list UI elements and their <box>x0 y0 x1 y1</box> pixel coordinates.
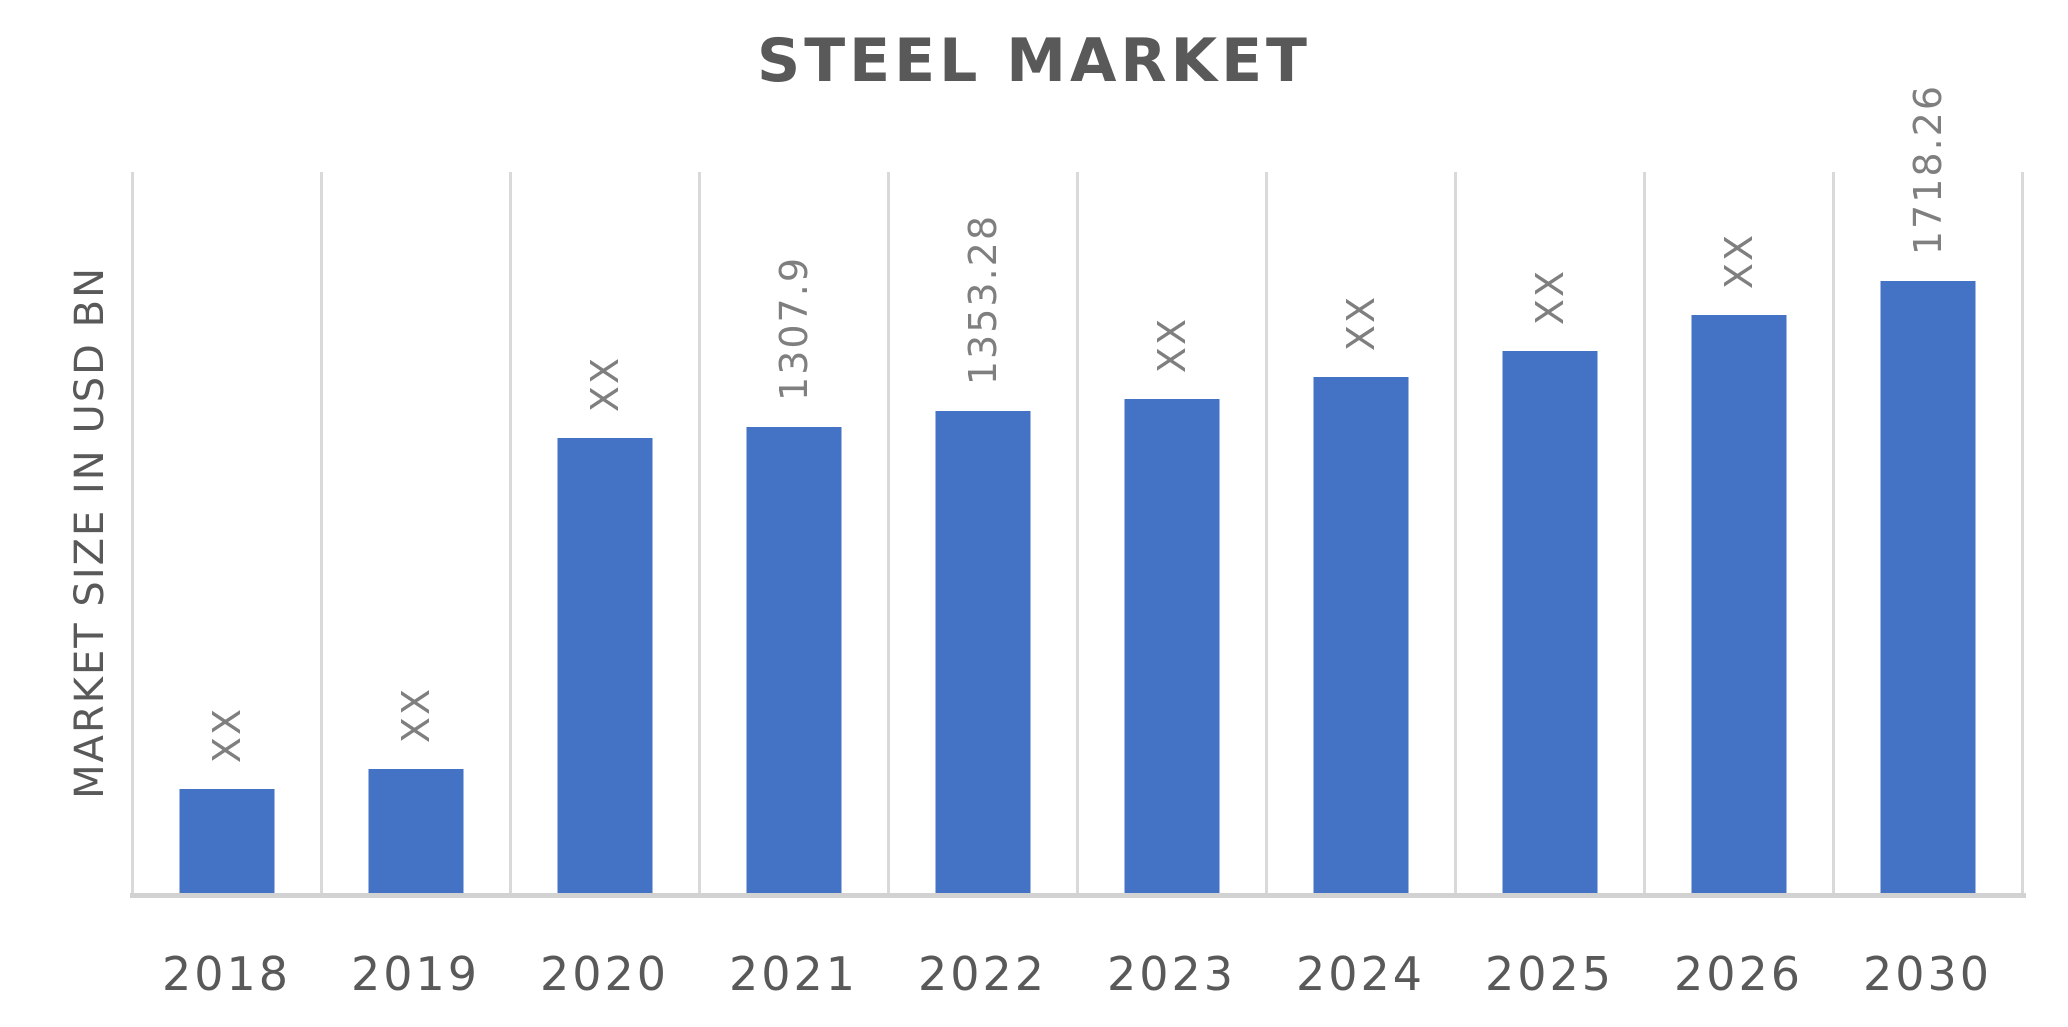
x-axis-tick-labels: 2018 2019 2020 2021 2022 2023 2024 2025 2026 2030 <box>132 938 2022 1010</box>
bar-label-container-2030: 1718.26 <box>1833 84 2022 255</box>
bar-2020 <box>557 438 652 893</box>
plot-area: XX XX XX 1307.9 1353.28 XX XX XX XX 1718.26 <box>130 84 2026 898</box>
gridline <box>130 172 134 893</box>
chart-title: STEEL MARKET <box>757 26 1311 96</box>
bar-value-label-2019: XX <box>393 687 438 744</box>
category-column-2024: XX <box>1266 172 1455 893</box>
bar-label-container-2019: XX <box>321 687 510 743</box>
gridline <box>1642 172 1646 893</box>
bar-value-label-2022: 1353.28 <box>960 214 1005 386</box>
bar-value-label-2023: XX <box>1149 317 1194 374</box>
category-column-2030: 1718.26 <box>1833 84 2022 893</box>
bar-2023 <box>1124 399 1219 893</box>
x-tick-2026: 2026 <box>1673 947 1804 1001</box>
x-tick-2024: 2024 <box>1295 947 1426 1001</box>
x-tick-2025: 2025 <box>1484 947 1615 1001</box>
x-tick-2030: 2030 <box>1862 947 1993 1001</box>
x-tick-2021: 2021 <box>728 947 859 1001</box>
gridline <box>1264 172 1268 893</box>
bar-2021 <box>746 427 841 893</box>
bar-2019 <box>368 769 463 893</box>
bar-2026 <box>1691 315 1786 893</box>
x-tick-2018: 2018 <box>161 947 292 1001</box>
bar-2024 <box>1313 377 1408 893</box>
x-axis-line <box>130 893 2026 898</box>
gridline <box>1075 172 1079 893</box>
bar-label-container-2021: 1307.9 <box>699 256 888 401</box>
x-tick-2019: 2019 <box>350 947 481 1001</box>
gridline <box>319 172 323 893</box>
gridline <box>508 172 512 893</box>
category-column-2021: 1307.9 <box>699 172 888 893</box>
gridline <box>1831 172 1835 893</box>
bar-value-label-2021: 1307.9 <box>771 256 816 402</box>
bar-label-container-2024: XX <box>1266 295 1455 351</box>
bar-label-container-2018: XX <box>132 707 321 763</box>
bar-label-container-2020: XX <box>510 356 699 412</box>
y-axis-title: MARKET SIZE IN USD BN <box>67 266 113 799</box>
bar-label-container-2025: XX <box>1455 269 1644 325</box>
bar-value-label-2018: XX <box>204 706 249 763</box>
category-column-2025: XX <box>1455 172 1644 893</box>
bar-label-container-2022: 1353.28 <box>888 214 1077 385</box>
x-tick-2023: 2023 <box>1106 947 1237 1001</box>
y-axis-title-container: MARKET SIZE IN USD BN <box>50 172 130 893</box>
bar-2018 <box>179 789 274 893</box>
bar-value-label-2026: XX <box>1716 233 1761 290</box>
gridline <box>886 172 890 893</box>
category-column-2019: XX <box>321 172 510 893</box>
bar-label-container-2023: XX <box>1077 317 1266 373</box>
bar-value-label-2020: XX <box>582 356 627 413</box>
bar-value-label-2024: XX <box>1338 295 1383 352</box>
bar-label-container-2026: XX <box>1644 233 1833 289</box>
bar-value-label-2025: XX <box>1527 269 1572 326</box>
category-column-2022: 1353.28 <box>888 172 1077 893</box>
gridline <box>1453 172 1457 893</box>
x-tick-2022: 2022 <box>917 947 1048 1001</box>
bar-2025 <box>1502 351 1597 893</box>
category-column-2023: XX <box>1077 172 1266 893</box>
bar-2030 <box>1880 281 1975 893</box>
gridline <box>2020 172 2024 893</box>
category-column-2018: XX <box>132 172 321 893</box>
x-tick-2020: 2020 <box>539 947 670 1001</box>
bar-value-label-2030: 1718.26 <box>1905 84 1950 256</box>
category-column-2026: XX <box>1644 172 1833 893</box>
category-column-2020: XX <box>510 172 699 893</box>
bar-2022 <box>935 411 1030 893</box>
gridline <box>697 172 701 893</box>
